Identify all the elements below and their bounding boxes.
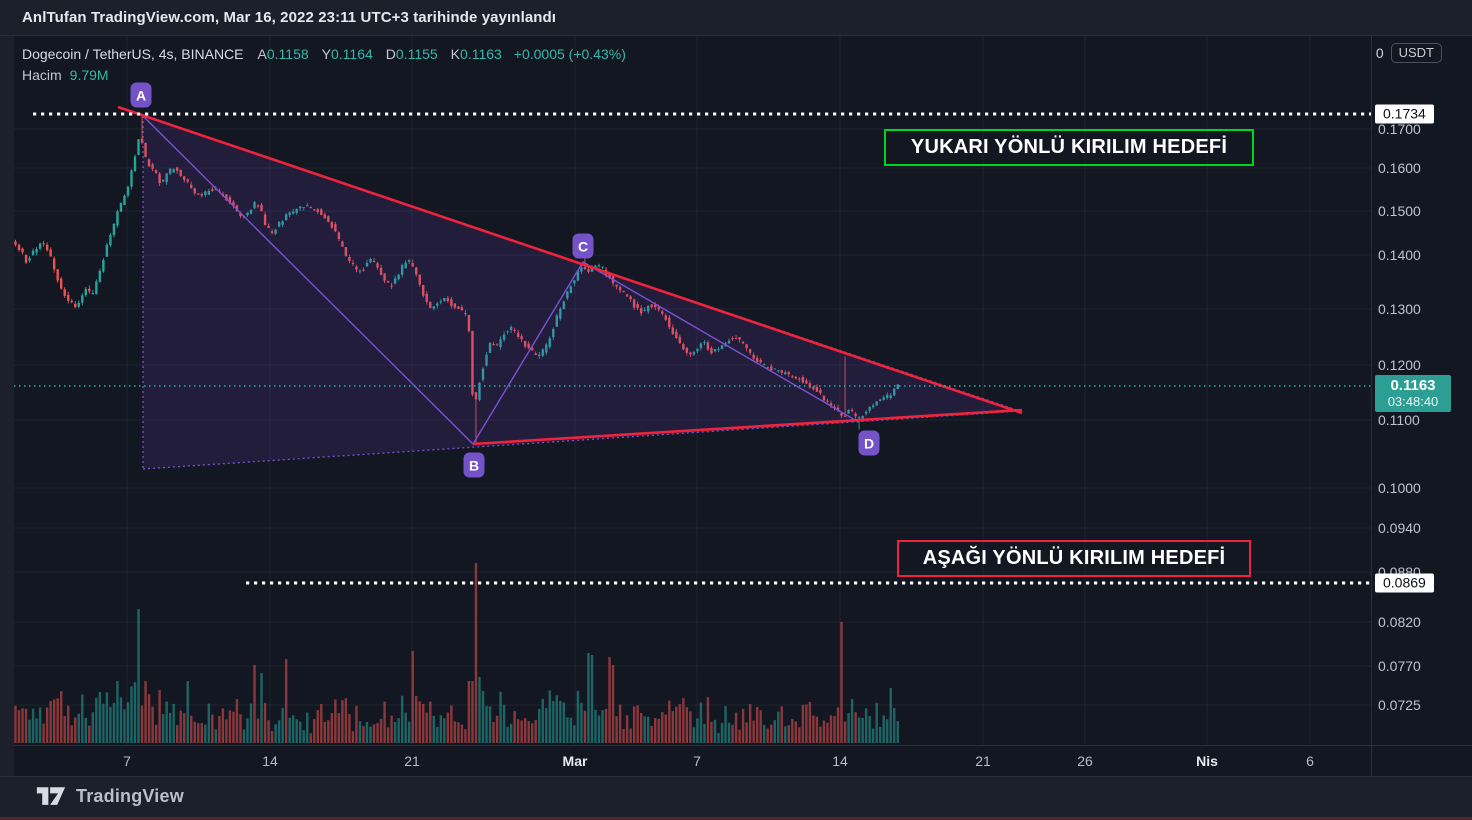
price-tick: 0.0820	[1378, 614, 1421, 630]
change-value: +0.0005 (+0.43%)	[513, 46, 626, 62]
price-tick: 0.1400	[1378, 247, 1421, 263]
pattern-point-a[interactable]: A	[130, 82, 152, 108]
level-lines	[14, 112, 1371, 585]
axis-zero-digit: 0	[1375, 45, 1384, 61]
usdt-currency-button[interactable]: USDT	[1390, 43, 1442, 63]
time-tick: 26	[1077, 753, 1093, 769]
publish-info-text: AnlTufan TradingView.com, Mar 16, 2022 2…	[22, 9, 557, 26]
price-tick: 0.0940	[1378, 520, 1421, 536]
price-tick: 0.0725	[1378, 697, 1421, 713]
time-tick: 14	[262, 753, 278, 769]
price-axis-currency-control: 0 USDT	[1376, 43, 1442, 63]
upward-breakout-target-label[interactable]: YUKARI YÖNLÜ KIRILIM HEDEFİ	[884, 129, 1254, 166]
symbol-title: Dogecoin / TetherUS, 4s, BINANCE	[22, 46, 244, 62]
price-tick: 0.1100	[1378, 412, 1420, 428]
price-tick: 0.1300	[1378, 301, 1421, 317]
pattern-point-c[interactable]: C	[572, 233, 594, 259]
time-tick: 7	[693, 753, 701, 769]
price-tick: 0.1200	[1378, 357, 1421, 373]
price-tick: 0.0770	[1378, 658, 1421, 674]
ohlc-item: A0.1158	[257, 46, 309, 62]
last-price-label: 0.1163 03:48:40	[1375, 375, 1451, 412]
time-tick: Mar	[562, 753, 588, 769]
ohlc-item: D0.1155	[385, 46, 438, 62]
time-tick: 21	[975, 753, 991, 769]
bottom-accent-strip	[0, 817, 1472, 820]
chart-legend: Dogecoin / TetherUS, 4s, BINANCE A0.1158…	[22, 44, 626, 86]
triangle-pattern	[117, 105, 1023, 470]
time-tick: 7	[123, 753, 131, 769]
price-tick: 0.1500	[1378, 203, 1421, 219]
lower-target-price-flag: 0.0869	[1375, 573, 1434, 593]
footer: TradingView	[36, 786, 184, 807]
price-tick: 0.1700	[1378, 121, 1421, 137]
pattern-point-b[interactable]: B	[463, 452, 485, 478]
upward-breakout-target-text: YUKARI YÖNLÜ KIRILIM HEDEFİ	[910, 136, 1228, 158]
price-tick: 0.1000	[1378, 480, 1421, 496]
downward-breakout-target-label[interactable]: AŞAĞI YÖNLÜ KIRILIM HEDEFİ	[897, 540, 1251, 577]
tradingview-brand-text: TradingView	[76, 786, 184, 806]
volume-row: Hacim 9.79M	[22, 65, 626, 86]
volume-value: 9.79M	[69, 67, 109, 83]
volume-label: Hacim	[22, 67, 62, 83]
bar-countdown: 03:48:40	[1387, 394, 1439, 409]
ohlc-item: K0.1163	[450, 46, 502, 62]
downward-breakout-target-text: AŞAĞI YÖNLÜ KIRILIM HEDEFİ	[922, 547, 1226, 569]
price-tick: 0.1600	[1378, 160, 1421, 176]
tradingview-logo-icon	[36, 787, 66, 805]
candles	[14, 114, 899, 444]
symbol-row: Dogecoin / TetherUS, 4s, BINANCE A0.1158…	[22, 44, 626, 65]
upper-target-price-flag: 0.1734	[1375, 104, 1434, 124]
time-tick: 14	[832, 753, 848, 769]
ohlc-values: A0.1158 Y0.1164 D0.1155 K0.1163	[258, 44, 502, 65]
publish-bar: AnlTufan TradingView.com, Mar 16, 2022 2…	[0, 0, 1472, 35]
time-tick: Nis	[1196, 753, 1218, 769]
time-tick: 6	[1306, 753, 1314, 769]
ohlc-item: Y0.1164	[321, 46, 373, 62]
last-price-value: 0.1163	[1390, 377, 1436, 394]
time-tick: 21	[404, 753, 420, 769]
pattern-point-d[interactable]: D	[858, 430, 880, 456]
volume-bars	[14, 563, 899, 743]
